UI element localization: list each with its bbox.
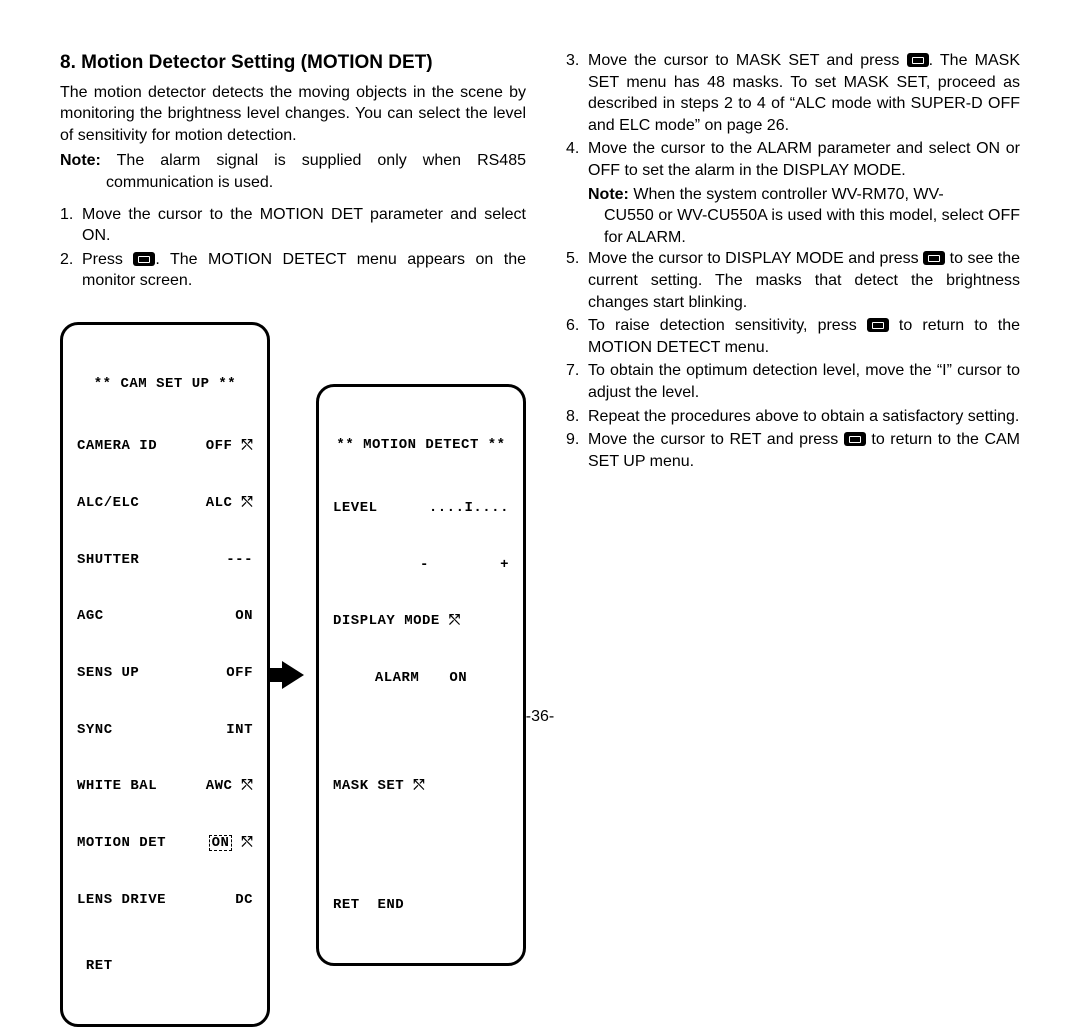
step-number: 8. xyxy=(566,406,588,428)
step-number: 1. xyxy=(60,204,82,247)
step-number: 7. xyxy=(566,360,588,403)
step-item: 6. To raise detection sensitivity, press… xyxy=(566,315,1020,358)
menu-row: - + xyxy=(333,556,509,575)
menu-title: ** CAM SET UP ** xyxy=(77,375,253,394)
selected-value: ON xyxy=(209,835,233,851)
step-text: Repeat the procedures above to obtain a … xyxy=(588,406,1020,428)
camera-button-icon xyxy=(867,318,889,332)
step-number: 6. xyxy=(566,315,588,358)
step-text: Move the cursor to DISPLAY MODE and pres… xyxy=(588,248,1020,313)
sub-note: Note: When the system controller WV-RM70… xyxy=(566,184,1020,206)
menu-row: ALC/ELCALC ⤲ xyxy=(77,494,253,513)
menu-row: DISPLAY MODE ⤲ xyxy=(333,612,509,631)
step-item: 7. To obtain the optimum detection level… xyxy=(566,360,1020,403)
section-heading: 8. Motion Detector Setting (MOTION DET) xyxy=(60,50,526,76)
menu-row: MOTION DETON ⤲ xyxy=(77,834,253,853)
step-text: Press . The MOTION DETECT menu appears o… xyxy=(82,249,526,292)
step-number: 3. xyxy=(566,50,588,136)
steps-list-left: 1. Move the cursor to the MOTION DET par… xyxy=(60,204,526,292)
step-text: Move the cursor to the ALARM parameter a… xyxy=(588,138,1020,181)
page-number: -36- xyxy=(0,708,1080,726)
step-text: To raise detection sensitivity, press to… xyxy=(588,315,1020,358)
camera-button-icon xyxy=(133,252,155,266)
menu-row: ALARMON xyxy=(333,669,509,688)
motion-detect-menu: ** MOTION DETECT ** LEVEL....I.... - + D… xyxy=(316,384,526,966)
left-column: 8. Motion Detector Setting (MOTION DET) … xyxy=(60,50,526,1027)
intro-paragraph: The motion detector detects the moving o… xyxy=(60,82,526,147)
menu-row: SENS UPOFF xyxy=(77,664,253,683)
step-number: 5. xyxy=(566,248,588,313)
note-label: Note: xyxy=(588,186,629,203)
menu-screens: ** CAM SET UP ** CAMERA IDOFF ⤲ ALC/ELCA… xyxy=(60,322,526,1027)
step-item: 4. Move the cursor to the ALARM paramete… xyxy=(566,138,1020,181)
step-item: 1. Move the cursor to the MOTION DET par… xyxy=(60,204,526,247)
menu-row: WHITE BALAWC ⤲ xyxy=(77,777,253,796)
note-body: The alarm signal is supplied only when R… xyxy=(106,152,526,191)
steps-list-right: 3. Move the cursor to MASK SET and press… xyxy=(566,50,1020,182)
step-number: 2. xyxy=(60,249,82,292)
step-text: Move the cursor to MASK SET and press . … xyxy=(588,50,1020,136)
step-text: Move the cursor to the MOTION DET parame… xyxy=(82,204,526,247)
menu-row: MASK SET ⤲ xyxy=(333,777,509,796)
menu-row: LEVEL....I.... xyxy=(333,499,509,518)
menu-row: CAMERA IDOFF ⤲ xyxy=(77,437,253,456)
menu-footer: RET xyxy=(77,957,253,976)
note-label: Note: xyxy=(60,152,101,169)
step-item: 2. Press . The MOTION DETECT menu appear… xyxy=(60,249,526,292)
note-line: When the system controller WV-RM70, WV- xyxy=(633,186,943,203)
note-paragraph: Note: The alarm signal is supplied only … xyxy=(60,150,526,193)
right-column: 3. Move the cursor to MASK SET and press… xyxy=(566,50,1020,1027)
step-item: 8. Repeat the procedures above to obtain… xyxy=(566,406,1020,428)
step-text: To obtain the optimum detection level, m… xyxy=(588,360,1020,403)
step-number: 9. xyxy=(566,429,588,472)
menu-row: SHUTTER--- xyxy=(77,551,253,570)
step-item: 9. Move the cursor to RET and press to r… xyxy=(566,429,1020,472)
note-continuation: CU550 or WV-CU550A is used with this mod… xyxy=(566,205,1020,248)
camera-button-icon xyxy=(844,432,866,446)
step-number: 4. xyxy=(566,138,588,181)
camera-button-icon xyxy=(907,53,929,67)
menu-title: ** MOTION DETECT ** xyxy=(333,436,509,455)
steps-list-right-2: 5. Move the cursor to DISPLAY MODE and p… xyxy=(566,248,1020,472)
cam-setup-menu: ** CAM SET UP ** CAMERA IDOFF ⤲ ALC/ELCA… xyxy=(60,322,270,1027)
menu-row: LENS DRIVEDC xyxy=(77,891,253,910)
step-text: Move the cursor to RET and press to retu… xyxy=(588,429,1020,472)
arrow-right-icon xyxy=(282,661,304,689)
two-column-layout: 8. Motion Detector Setting (MOTION DET) … xyxy=(60,50,1020,1027)
camera-button-icon xyxy=(923,251,945,265)
menu-row: AGCON xyxy=(77,607,253,626)
step-item: 5. Move the cursor to DISPLAY MODE and p… xyxy=(566,248,1020,313)
menu-footer: RET END xyxy=(333,896,509,915)
step-item: 3. Move the cursor to MASK SET and press… xyxy=(566,50,1020,136)
